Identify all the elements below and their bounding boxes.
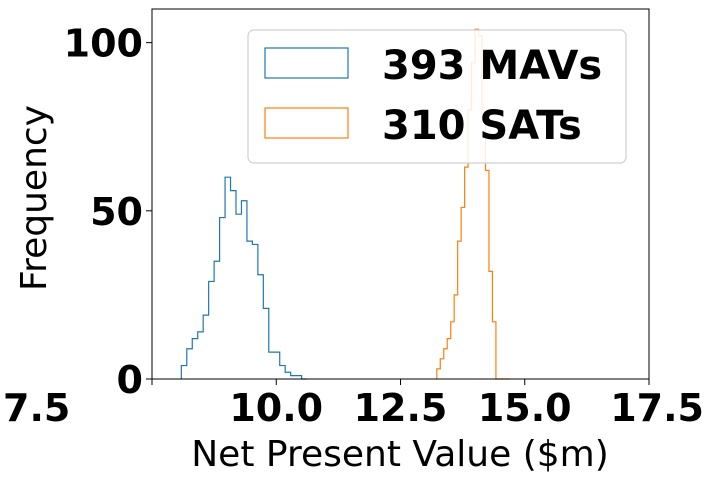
y-axis-label: Frequency [14, 105, 55, 291]
legend-swatch-mavs [264, 47, 349, 79]
y-tick-label: 0 [117, 358, 143, 402]
y-tick-label: 50 [90, 190, 143, 234]
x-tick-label: 12.5 [354, 386, 448, 430]
legend-label-sats: 310 SATs [382, 103, 582, 149]
legend-swatch-sats [264, 107, 349, 139]
x-tick-label: 7.5 [3, 386, 70, 430]
histogram-series-0 [180, 176, 308, 380]
x-tick-label: 15.0 [478, 386, 572, 430]
x-tick-label: 10.0 [229, 386, 323, 430]
y-tick-label: 100 [64, 22, 143, 66]
legend: 393 MAVs 310 SATs [247, 29, 627, 164]
x-axis-label: Net Present Value ($m) [191, 434, 609, 475]
legend-box [247, 29, 627, 164]
x-axis: 7.5 10.0 12.5 15.0 17.5 [3, 379, 704, 430]
legend-label-mavs: 393 MAVs [382, 43, 602, 89]
y-axis: 0 50 100 [64, 22, 152, 402]
x-tick-label: 17.5 [610, 386, 704, 430]
